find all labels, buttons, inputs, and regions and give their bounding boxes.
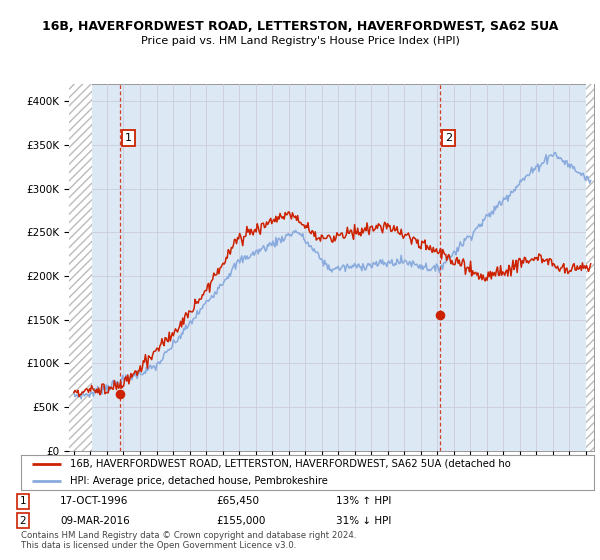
Text: £65,450: £65,450 [216,496,259,506]
Bar [69,84,92,451]
Text: Price paid vs. HM Land Registry's House Price Index (HPI): Price paid vs. HM Land Registry's House … [140,36,460,46]
Point [435,311,445,320]
Text: 13% ↑ HPI: 13% ↑ HPI [336,496,391,506]
Text: £155,000: £155,000 [216,516,265,526]
Text: 17-OCT-1996: 17-OCT-1996 [60,496,128,506]
Text: HPI: Average price, detached house, Pembrokeshire: HPI: Average price, detached house, Pemb… [70,477,328,486]
Text: 1: 1 [125,133,132,143]
Text: 16B, HAVERFORDWEST ROAD, LETTERSTON, HAVERFORDWEST, SA62 5UA (detached ho: 16B, HAVERFORDWEST ROAD, LETTERSTON, HAV… [70,459,511,469]
Text: 2: 2 [19,516,26,526]
Text: 09-MAR-2016: 09-MAR-2016 [60,516,130,526]
Text: 2: 2 [445,133,452,143]
Text: 16B, HAVERFORDWEST ROAD, LETTERSTON, HAVERFORDWEST, SA62 5UA: 16B, HAVERFORDWEST ROAD, LETTERSTON, HAV… [42,20,558,32]
Point [115,389,125,398]
Bar [586,84,596,451]
Text: Contains HM Land Registry data © Crown copyright and database right 2024.: Contains HM Land Registry data © Crown c… [21,531,356,540]
Text: 1: 1 [19,496,26,506]
Text: This data is licensed under the Open Government Licence v3.0.: This data is licensed under the Open Gov… [21,541,296,550]
Text: 31% ↓ HPI: 31% ↓ HPI [336,516,391,526]
